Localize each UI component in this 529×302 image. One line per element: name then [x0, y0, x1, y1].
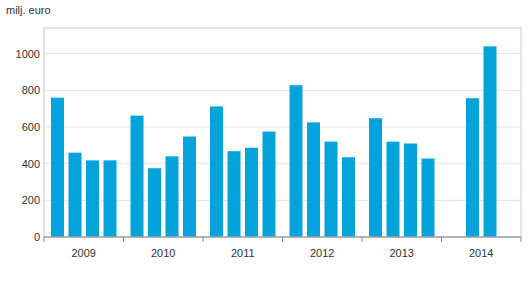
bar	[148, 168, 161, 237]
x-tick	[362, 237, 363, 242]
x-tick	[44, 237, 45, 242]
x-tick-label: 2012	[310, 247, 334, 259]
bar	[131, 116, 144, 237]
grid-line	[44, 90, 521, 91]
bar	[245, 148, 258, 237]
chart: 0 200 400 600 800 1000 milj. euro 2009 2010 2011 2…	[0, 0, 529, 302]
bar	[166, 156, 179, 237]
x-tick	[521, 237, 522, 242]
bar	[422, 159, 435, 237]
grid-line	[44, 53, 521, 54]
bar	[369, 118, 382, 237]
bar	[210, 106, 223, 237]
bar	[228, 151, 241, 237]
bar	[86, 160, 99, 237]
x-tick	[441, 237, 442, 242]
x-tick-label: 2011	[231, 247, 255, 259]
y-tick-label: 0	[34, 231, 40, 243]
y-tick-label: 600	[22, 121, 40, 133]
bar	[387, 142, 400, 237]
y-tick-label: 400	[22, 158, 40, 170]
bar	[484, 46, 497, 237]
x-tick-label: 2013	[390, 247, 414, 259]
x-tick-label: 2009	[72, 247, 96, 259]
bar	[325, 142, 338, 237]
bar	[404, 144, 417, 238]
y-tick-label: 1000	[16, 48, 40, 60]
bar	[51, 98, 64, 237]
bar	[69, 153, 82, 237]
bar	[263, 132, 276, 237]
bar	[466, 98, 479, 237]
x-tick	[123, 237, 124, 242]
x-tick-label: 2014	[469, 247, 493, 259]
x-tick	[282, 237, 283, 242]
chart-container: 0 200 400 600 800 1000 milj. euro 2009 2010 2011 2…	[0, 0, 529, 302]
bar	[290, 85, 303, 237]
x-tick-label: 2010	[151, 247, 175, 259]
bar	[104, 160, 117, 237]
plot-frame	[44, 28, 521, 237]
x-tick	[203, 237, 204, 242]
bar	[183, 137, 196, 237]
grid-line	[44, 127, 521, 128]
bars	[51, 46, 497, 237]
y-tick-label: 800	[22, 84, 40, 96]
bar	[342, 157, 355, 237]
y-tick-label: 200	[22, 194, 40, 206]
y-axis-label: milj. euro	[6, 4, 51, 16]
bar	[307, 122, 320, 237]
